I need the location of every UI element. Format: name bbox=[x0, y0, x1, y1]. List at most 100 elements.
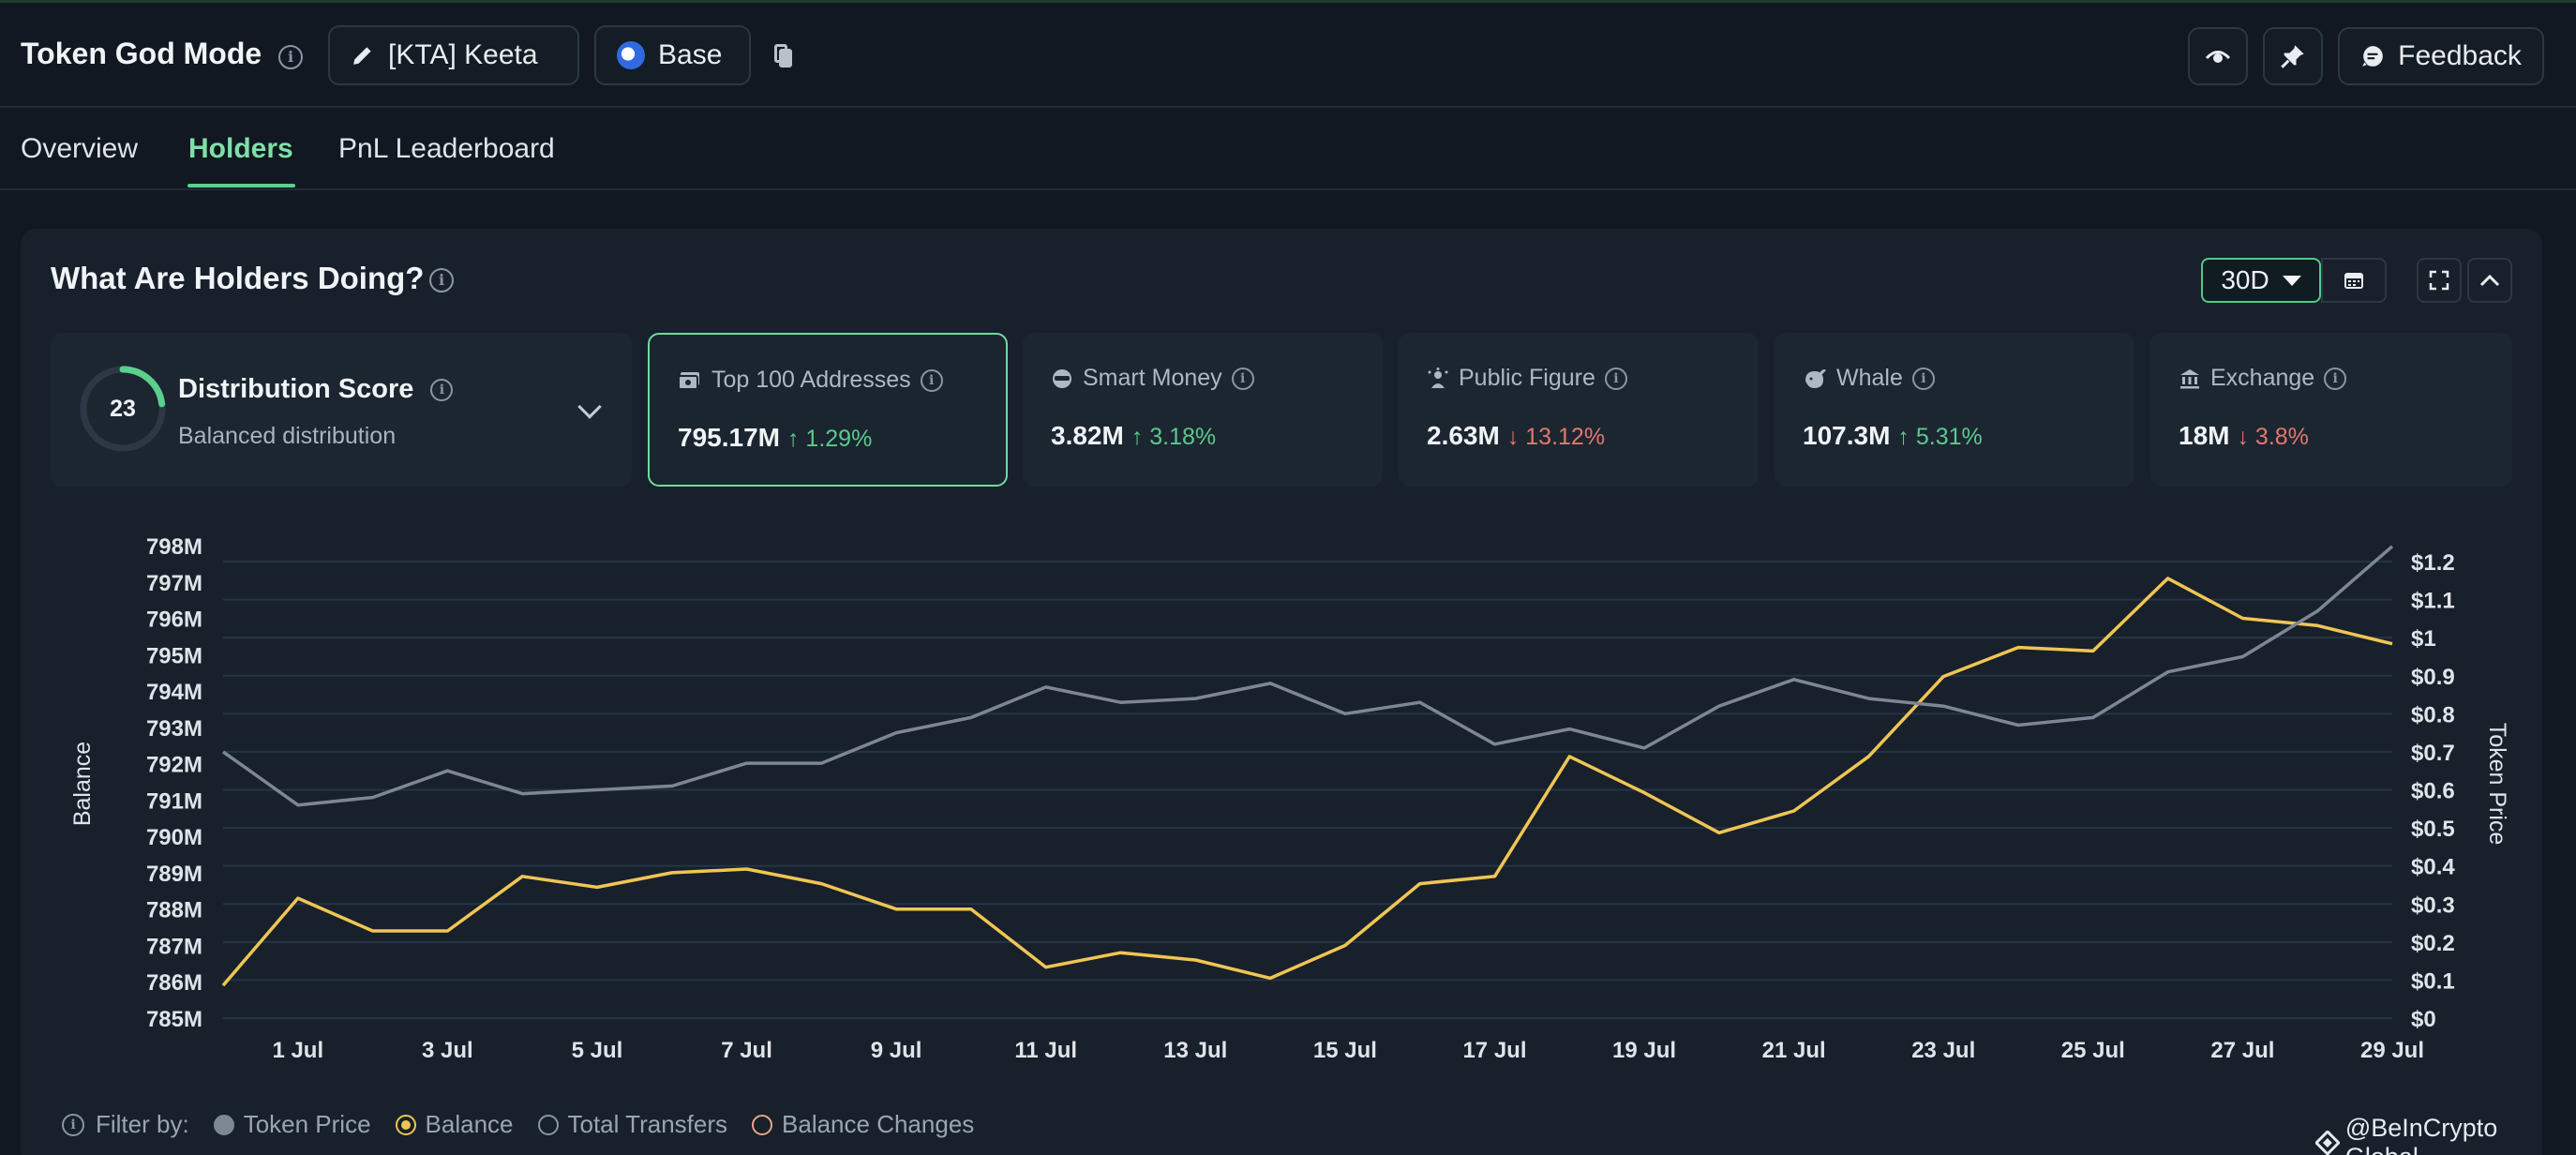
filter-item-label: Balance Changes bbox=[782, 1110, 975, 1138]
card-change: ↑ 5.31% bbox=[1897, 424, 1983, 450]
chain-selector-button[interactable]: Base bbox=[594, 25, 751, 85]
x-tick-label: 1 Jul bbox=[272, 1038, 323, 1063]
info-icon[interactable]: i bbox=[920, 368, 943, 392]
public-figure-icon bbox=[1428, 367, 1448, 388]
card-label: Exchange bbox=[2210, 365, 2315, 391]
feedback-button[interactable]: Feedback bbox=[2338, 27, 2544, 85]
y-axis-title: Balance bbox=[69, 742, 96, 826]
balance-radio[interactable] bbox=[395, 1114, 416, 1135]
x-tick-label: 27 Jul bbox=[2210, 1038, 2274, 1063]
info-icon[interactable]: i bbox=[1911, 367, 1935, 390]
card-exchange[interactable]: Exchange i 18M ↓ 3.8% bbox=[2150, 333, 2512, 487]
y2-tick-label: $1.2 bbox=[2411, 550, 2455, 576]
x-tick-label: 9 Jul bbox=[871, 1038, 922, 1063]
token-label: [KTA] Keeta bbox=[388, 39, 538, 70]
y-tick-label: 789M bbox=[146, 862, 202, 887]
y-tick-label: 794M bbox=[146, 680, 202, 705]
card-value-number: 107.3M bbox=[1803, 421, 1891, 450]
card-value-number: 795.17M bbox=[678, 423, 780, 452]
info-icon[interactable]: i bbox=[1604, 367, 1627, 390]
y-tick-label: 790M bbox=[146, 825, 202, 850]
watch-button[interactable] bbox=[2188, 27, 2248, 85]
card-whale[interactable]: Whale i 107.3M ↑ 5.31% bbox=[1775, 333, 2134, 487]
card-public-figure[interactable]: Public Figure i 2.63M ↓ 13.12% bbox=[1399, 333, 1759, 487]
y2-tick-label: $0.9 bbox=[2411, 665, 2455, 690]
card-change: ↑ 1.29% bbox=[786, 426, 873, 452]
tab-bar: Overview Holders PnL Leaderboard bbox=[0, 108, 2576, 190]
tab-pnl-leaderboard[interactable]: PnL Leaderboard bbox=[338, 133, 555, 164]
feedback-label: Feedback bbox=[2398, 40, 2522, 71]
period-dropdown[interactable]: 30D bbox=[2201, 258, 2321, 303]
watermark-text: @BeInCrypto Global bbox=[2344, 1114, 2498, 1155]
card-label: Whale bbox=[1836, 365, 1903, 391]
x-tick-label: 25 Jul bbox=[2061, 1038, 2125, 1063]
y2-tick-label: $0 bbox=[2411, 1007, 2436, 1032]
x-tick-label: 3 Jul bbox=[422, 1038, 473, 1063]
bank-icon bbox=[2180, 368, 2199, 388]
filter-item-label: Balance bbox=[425, 1110, 514, 1138]
info-icon[interactable]: i bbox=[278, 45, 303, 69]
y-tick-label: 796M bbox=[146, 608, 202, 633]
balance-line bbox=[221, 577, 2393, 987]
pin-button[interactable] bbox=[2263, 27, 2323, 85]
filter-total-transfers[interactable]: Total Transfers bbox=[537, 1110, 727, 1139]
filter-token-price[interactable]: Token Price bbox=[213, 1110, 371, 1139]
info-icon[interactable]: i bbox=[430, 378, 454, 401]
tab-holders[interactable]: Holders bbox=[188, 133, 293, 164]
y2-tick-label: $0.3 bbox=[2411, 892, 2455, 918]
info-icon[interactable]: i bbox=[429, 268, 454, 292]
total-transfers-radio[interactable] bbox=[537, 1114, 559, 1135]
pin-icon bbox=[2281, 45, 2304, 68]
y-tick-label: 787M bbox=[146, 934, 202, 959]
collapse-button[interactable] bbox=[2467, 258, 2512, 303]
x-tick-label: 7 Jul bbox=[721, 1038, 772, 1063]
card-value-number: 3.82M bbox=[1051, 421, 1124, 450]
holders-panel: What Are Holders Doing? i 30D 23 Distrib… bbox=[21, 229, 2542, 1155]
y-tick-label: 786M bbox=[146, 970, 202, 996]
y-tick-label: 788M bbox=[146, 898, 202, 923]
x-tick-label: 17 Jul bbox=[1462, 1038, 1526, 1063]
y2-tick-label: $0.6 bbox=[2411, 779, 2455, 804]
distribution-score-ring bbox=[80, 366, 166, 452]
y2-tick-label: $0.2 bbox=[2411, 931, 2455, 956]
card-change: ↑ 3.18% bbox=[1131, 424, 1217, 450]
card-change: ↓ 3.8% bbox=[2237, 424, 2309, 450]
info-icon[interactable]: i bbox=[1231, 367, 1254, 390]
chevron-up-icon bbox=[2479, 274, 2500, 287]
info-icon[interactable]: i bbox=[2324, 367, 2347, 390]
app-header: Token God Mode i [KTA] Keeta Base Feedba… bbox=[0, 3, 2576, 108]
watermark: @BeInCrypto Global bbox=[2315, 1114, 2576, 1155]
distribution-score-card[interactable]: 23 Distribution Score i Balanced distrib… bbox=[51, 333, 632, 487]
x-tick-label: 15 Jul bbox=[1313, 1038, 1377, 1063]
x-tick-label: 11 Jul bbox=[1014, 1038, 1077, 1063]
card-label-row: Smart Money i bbox=[1051, 365, 1254, 392]
filter-balance[interactable]: Balance bbox=[395, 1110, 514, 1139]
distribution-title: Distribution Score bbox=[178, 374, 414, 404]
token-selector-button[interactable]: [KTA] Keeta bbox=[328, 25, 579, 85]
info-icon[interactable]: i bbox=[62, 1113, 84, 1136]
card-top-100-addresses[interactable]: Top 100 Addresses i 795.17M ↑ 1.29% bbox=[648, 333, 1008, 487]
card-smart-money[interactable]: Smart Money i 3.82M ↑ 3.18% bbox=[1023, 333, 1383, 487]
y2-tick-label: $0.4 bbox=[2411, 855, 2455, 880]
chain-label: Base bbox=[658, 39, 723, 70]
filter-balance-changes[interactable]: Balance Changes bbox=[752, 1110, 974, 1139]
copy-icon[interactable] bbox=[774, 44, 793, 68]
base-chain-icon bbox=[617, 41, 645, 69]
balance-changes-radio[interactable] bbox=[752, 1114, 773, 1135]
y-tick-label: 797M bbox=[146, 571, 202, 596]
card-value: 795.17M ↑ 1.29% bbox=[678, 423, 872, 453]
token-price-radio[interactable] bbox=[213, 1114, 234, 1135]
fullscreen-button[interactable] bbox=[2417, 258, 2462, 303]
card-value: 3.82M ↑ 3.18% bbox=[1051, 421, 1216, 451]
tab-overview[interactable]: Overview bbox=[21, 133, 139, 164]
x-tick-label: 13 Jul bbox=[1163, 1038, 1227, 1063]
y-tick-label: 798M bbox=[146, 534, 202, 560]
pencil-icon bbox=[353, 47, 371, 65]
card-value-number: 2.63M bbox=[1427, 421, 1500, 450]
y-tick-label: 795M bbox=[146, 643, 202, 668]
distribution-score-value: 23 bbox=[110, 396, 136, 422]
filter-item-label: Token Price bbox=[243, 1110, 371, 1138]
y2-tick-label: $0.5 bbox=[2411, 817, 2455, 842]
calendar-button[interactable] bbox=[2321, 258, 2387, 303]
y2-tick-label: $0.8 bbox=[2411, 702, 2455, 728]
